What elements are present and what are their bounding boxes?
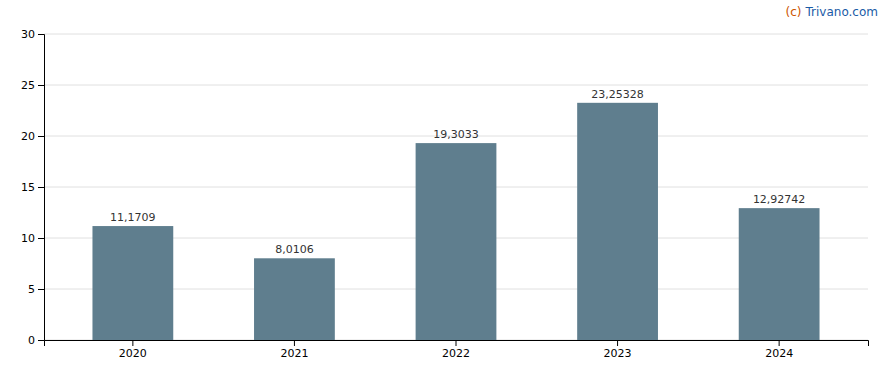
bar (92, 226, 173, 340)
y-tick-label: 20 (21, 130, 35, 143)
y-axis: 0 5 10 15 20 25 30 (21, 28, 45, 347)
grid-line (44, 85, 868, 86)
x-tick-mark (617, 340, 618, 346)
bar (416, 143, 497, 340)
plot: 0 5 10 15 20 25 30 2020 2021 2022 2023 2024 11,1709 8… (21, 28, 869, 360)
y-tick-label: 30 (21, 28, 35, 41)
grid (44, 34, 868, 340)
x-tick-label: 2020 (119, 347, 147, 360)
x-tick: 2021 (280, 340, 308, 360)
x-tick-label: 2023 (604, 347, 632, 360)
y-tick-mark (38, 85, 44, 86)
grid-line (44, 34, 868, 35)
x-tick-mark (294, 340, 295, 346)
data-label: 8,0106 (275, 243, 314, 256)
y-tick-mark (38, 187, 44, 188)
y-axis-line (38, 35, 45, 341)
y-tick-mark (38, 289, 44, 290)
y-tick-label: 10 (21, 232, 35, 245)
data-label: 12,92742 (753, 193, 806, 206)
x-tick: 2022 (442, 340, 470, 360)
x-tick-mark (456, 340, 457, 346)
bars (92, 103, 819, 340)
y-tick-label: 0 (28, 334, 35, 347)
data-label: 11,1709 (110, 211, 156, 224)
annotation: (c) (786, 5, 802, 19)
data-label: 23,25328 (591, 88, 644, 101)
x-tick-label: 2021 (280, 347, 308, 360)
annotation: Trivano.com (805, 5, 878, 19)
y-tick-mark (38, 34, 44, 35)
y-tick: 0 (28, 334, 44, 347)
y-tick: 5 (28, 283, 44, 296)
data-label: 19,3033 (433, 128, 479, 141)
x-tick: 2024 (765, 340, 793, 360)
bar (254, 258, 335, 340)
y-tick-label: 15 (21, 181, 35, 194)
x-axis: 2020 2021 2022 2023 2024 (45, 340, 869, 360)
y-tick-mark (38, 136, 44, 137)
data-labels: 11,1709 8,0106 19,3033 23,25328 12,92742 (110, 88, 805, 256)
bar (739, 208, 820, 340)
y-tick-label: 25 (21, 79, 35, 92)
y-tick: 15 (21, 181, 44, 194)
x-tick: 2023 (604, 340, 632, 360)
bar (577, 103, 658, 340)
y-tick: 20 (21, 130, 44, 143)
y-tick-mark (38, 238, 44, 239)
y-tick-label: 5 (28, 283, 35, 296)
x-tick-mark (132, 340, 133, 346)
x-tick-mark (779, 340, 780, 346)
x-tick-label: 2022 (442, 347, 470, 360)
y-tick: 25 (21, 79, 44, 92)
y-tick: 10 (21, 232, 44, 245)
y-tick-mark (38, 340, 44, 341)
watermark: (c)Trivano.com (786, 5, 878, 19)
x-tick-label: 2024 (765, 347, 793, 360)
x-tick: 2020 (119, 340, 147, 360)
y-tick: 30 (21, 28, 44, 41)
x-axis-line (45, 341, 869, 347)
chart: 0 5 10 15 20 25 30 2020 2021 2022 2023 2024 11,1709 8… (0, 0, 888, 370)
